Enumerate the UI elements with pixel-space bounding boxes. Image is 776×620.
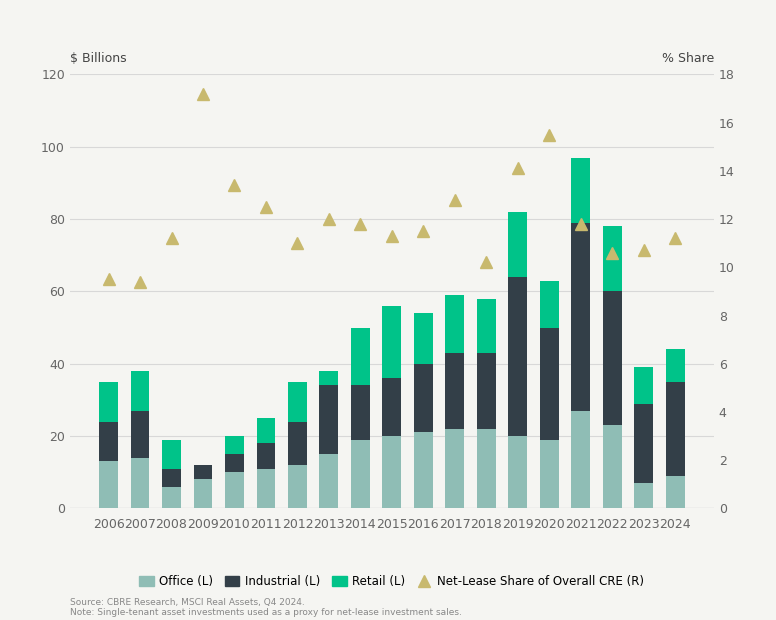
Bar (99, 461, 118, 508)
Bar (320, 454, 338, 508)
Bar (414, 433, 433, 508)
Bar (320, 386, 338, 454)
Text: Source: CBRE Research, MSCI Real Assets, Q4 2024.
Note: Single-tenant asset inve: Source: CBRE Research, MSCI Real Assets,… (70, 598, 462, 617)
Bar (603, 226, 622, 291)
Bar (193, 479, 213, 508)
Bar (351, 327, 370, 386)
Bar (571, 157, 591, 223)
Bar (508, 277, 527, 436)
Bar (445, 429, 464, 508)
Bar (383, 436, 401, 508)
Bar (477, 353, 496, 429)
Bar (634, 483, 653, 508)
Bar (666, 476, 684, 508)
Bar (540, 281, 559, 327)
Bar (162, 440, 181, 469)
Bar (162, 469, 181, 487)
Text: % Share: % Share (662, 52, 714, 65)
Bar (225, 472, 244, 508)
Bar (257, 418, 275, 443)
Bar (288, 465, 307, 508)
Bar (257, 443, 275, 469)
Bar (603, 425, 622, 508)
Bar (571, 411, 591, 508)
Bar (288, 422, 307, 465)
Bar (477, 299, 496, 353)
Bar (445, 295, 464, 353)
Bar (571, 223, 591, 411)
Bar (257, 469, 275, 508)
Bar (288, 382, 307, 422)
Legend: Office (L), Industrial (L), Retail (L), Net-Lease Share of Overall CRE (R): Office (L), Industrial (L), Retail (L), … (134, 571, 650, 593)
Bar (508, 436, 527, 508)
Bar (634, 404, 653, 483)
Bar (666, 349, 684, 382)
Bar (351, 440, 370, 508)
Bar (666, 382, 684, 476)
Bar (634, 367, 653, 404)
Bar (193, 465, 213, 479)
Bar (477, 429, 496, 508)
Bar (540, 440, 559, 508)
Bar (414, 313, 433, 364)
Bar (130, 411, 150, 458)
Bar (130, 458, 150, 508)
Bar (383, 378, 401, 436)
Bar (445, 353, 464, 429)
Bar (320, 371, 338, 386)
Bar (508, 212, 527, 277)
Bar (130, 371, 150, 411)
Bar (351, 386, 370, 440)
Bar (99, 382, 118, 422)
Bar (383, 306, 401, 378)
Bar (99, 422, 118, 461)
Bar (162, 487, 181, 508)
Bar (603, 291, 622, 425)
Bar (225, 436, 244, 454)
Bar (540, 327, 559, 440)
Bar (225, 454, 244, 472)
Bar (414, 364, 433, 433)
Text: $ Billions: $ Billions (70, 52, 126, 65)
